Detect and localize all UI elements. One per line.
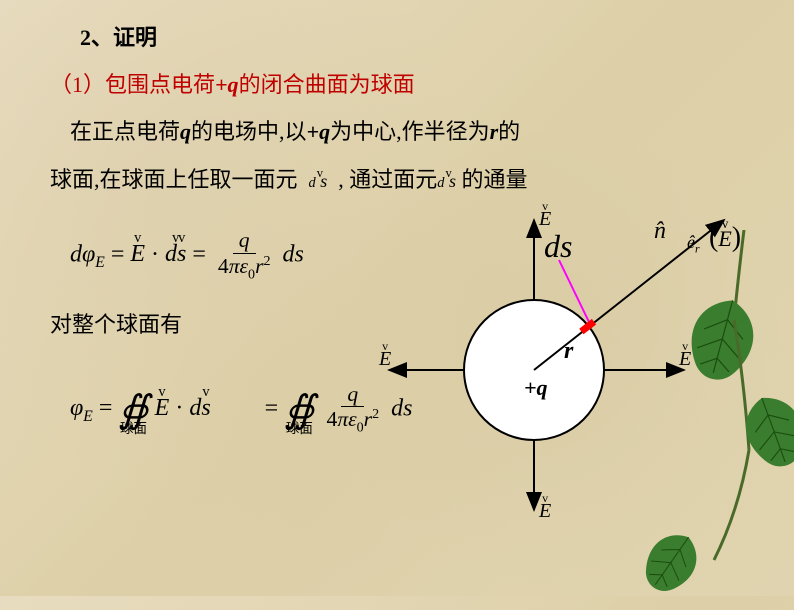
eq2-ds: ds [189,395,210,421]
subheading-post: 的闭合曲面为球面 [239,72,415,97]
eq1-E: E [130,241,145,268]
eq1-den: 4πε0r2 [212,254,277,283]
n-hat-label: n̂ [654,218,666,245]
er-label: êr [687,232,700,256]
eq3-oint: ∯球面 [284,387,314,432]
eq1-dot: · [151,241,165,267]
diagram: +q r ds n̂ êr (E) E E E E [384,200,754,530]
eq2-phi: φ [70,395,83,421]
ds-label: ds [544,228,572,265]
eq3-frac: q 4πε0r2 [321,383,386,437]
eq1-frac: q 4πε0r2 [212,229,277,283]
eq3-den: 4πε0r2 [321,407,386,436]
eq1-sub: E [95,254,105,271]
subheading: （1）包围点电荷+q的闭合曲面为球面 [50,67,754,102]
text-mid2: 为中心,作半径为 [330,119,490,144]
eq1-eq1: = [111,241,131,267]
eq1-tail: ds [282,241,303,267]
eq1-num: q [233,229,256,254]
subheading-pre: （1）包围点电荷 [50,72,215,97]
body-line-1: 在正点电荷q的电场中,以+q为中心,作半径为r的 [70,114,754,149]
E-label-left: E [379,348,391,371]
body-line-2: 球面,在球面上任取一面元 vd s , 通过面元vd s 的通量 [50,162,754,197]
eq2-E: E [155,395,170,422]
r-label: r [564,338,573,365]
eq2-sub: E [83,408,93,425]
center-label: +q [524,375,548,401]
ds-symbol-1: vd s [309,171,328,191]
text-r: r [490,119,499,144]
text-mid: 的电场中,以 [191,119,307,144]
text-plusq: +q [307,119,331,144]
equation-2: φE = ∯球面 E · ds [70,387,211,432]
equation-1: dφE = E · ds = q 4πε0r2 ds [70,229,304,283]
eq1-eq2: = [192,241,212,267]
text-post: 的 [498,119,520,144]
text-pre2: 球面,在球面上任取一面元 [50,167,298,192]
E-label-bottom: E [539,500,551,523]
eq3-oint-sub: 球面 [286,417,313,437]
E-paren: (E) [709,222,741,254]
eq1-dphi: dφ [70,241,95,267]
ds-symbol-2: vd s [437,171,456,191]
eq3-num: q [341,383,364,408]
subheading-q: +q [215,72,239,97]
eq2-oint-sub: 球面 [120,417,147,437]
heading: 2、证明 [80,20,754,55]
E-label-right: E [679,348,691,371]
eq1-ds: ds [165,241,186,268]
E-label-top: E [539,208,551,231]
text-q: q [180,119,191,144]
text-post2: 的通量 [461,167,527,192]
text-pre: 在正点电荷 [70,119,180,144]
eq2-oint: ∯球面 [118,387,148,432]
text-mid3: , 通过面元 [338,167,437,192]
